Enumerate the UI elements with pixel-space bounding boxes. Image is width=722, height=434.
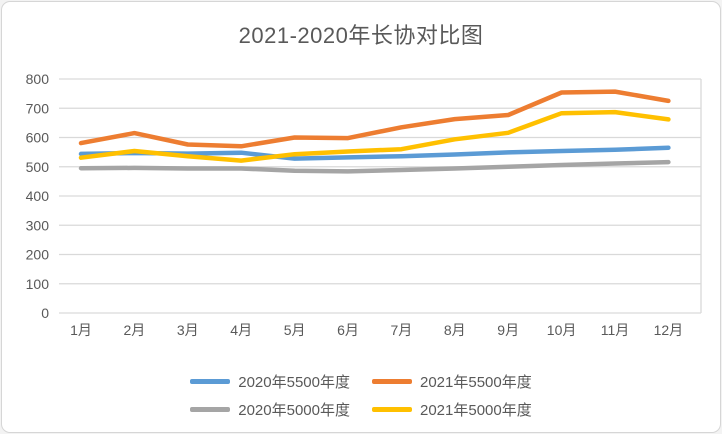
legend-item: 2021年5500年度 [372,371,532,392]
y-tick-label: 700 [26,100,50,116]
x-tick-label: 7月 [391,322,413,338]
chart-plot-area: 0 100 200 300 400 500 600 700 800 1月 2月 3月 4月 5月 6月 7月 8… [26,71,702,338]
legend-item: 2020年5500年度 [190,371,350,392]
legend-swatch-icon [190,407,231,412]
legend-row: 2020年5500年度 2021年5500年度 [190,371,532,392]
chart-legend: 2020年5500年度 2021年5500年度 2020年5000年度 2021年50… [2,371,720,420]
x-tick-label: 11月 [601,322,630,338]
x-tick-label: 10月 [547,322,577,338]
y-tick-label: 200 [26,247,50,263]
x-tick-label: 2月 [124,322,146,338]
x-tick-label: 4月 [230,322,252,338]
x-tick-label: 5月 [284,322,306,338]
legend-label: 2021年5000年度 [420,402,532,419]
legend-label: 2020年5500年度 [238,374,350,391]
legend-swatch-icon [372,379,412,384]
x-tick-label: 8月 [444,322,466,338]
legend-item: 2021年5000年度 [372,399,532,420]
y-tick-label: 600 [26,130,50,146]
y-tick-label: 0 [41,305,49,321]
x-tick-label: 1月 [70,322,92,338]
legend-swatch-icon [190,379,231,384]
legend-label: 2020年5000年度 [238,402,350,419]
y-tick-label: 300 [26,217,50,233]
y-tick-label: 800 [26,71,50,87]
y-tick-label: 500 [26,159,50,175]
x-tick-label: 6月 [337,322,359,338]
legend-item: 2020年5000年度 [190,399,350,420]
legend-swatch-icon [372,407,412,412]
series-line-2 [78,159,671,174]
y-tick-label: 400 [26,188,50,204]
x-tick-label: 12月 [654,322,684,338]
y-tick-label: 100 [26,276,50,292]
series-line-1 [78,89,671,149]
legend-label: 2021年5500年度 [420,374,532,391]
x-tick-label: 9月 [497,322,519,338]
x-tick-label: 3月 [177,322,199,338]
series-line-3 [78,109,671,163]
chart-title: 2021-2020年长协对比图 [238,23,484,48]
legend-row: 2020年5000年度 2021年5000年度 [190,399,532,420]
